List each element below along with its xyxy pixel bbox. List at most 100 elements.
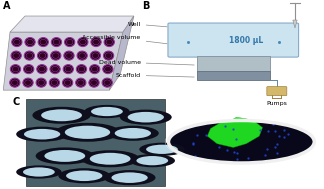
Bar xyxy=(197,71,270,80)
Text: C: C xyxy=(13,97,20,107)
Ellipse shape xyxy=(78,38,88,46)
Ellipse shape xyxy=(91,66,98,72)
Ellipse shape xyxy=(80,39,86,45)
Ellipse shape xyxy=(102,78,112,87)
Ellipse shape xyxy=(63,65,74,74)
Polygon shape xyxy=(207,117,262,147)
Ellipse shape xyxy=(104,38,114,46)
Ellipse shape xyxy=(23,78,33,87)
Circle shape xyxy=(130,154,175,167)
Text: Dead volume: Dead volume xyxy=(99,60,194,65)
Ellipse shape xyxy=(12,38,22,46)
Ellipse shape xyxy=(103,65,113,74)
Ellipse shape xyxy=(39,66,45,72)
Ellipse shape xyxy=(27,39,33,45)
Ellipse shape xyxy=(66,53,72,58)
Circle shape xyxy=(55,123,120,142)
Circle shape xyxy=(23,167,55,177)
Ellipse shape xyxy=(92,53,98,58)
Circle shape xyxy=(111,172,148,183)
Circle shape xyxy=(168,121,314,163)
Ellipse shape xyxy=(24,65,34,74)
Ellipse shape xyxy=(39,53,46,58)
Ellipse shape xyxy=(52,66,58,72)
Ellipse shape xyxy=(12,66,19,72)
Circle shape xyxy=(81,150,139,167)
Text: Pumps: Pumps xyxy=(266,101,287,106)
Circle shape xyxy=(128,112,164,122)
Ellipse shape xyxy=(77,80,84,85)
Circle shape xyxy=(41,109,82,121)
Ellipse shape xyxy=(105,53,112,58)
Circle shape xyxy=(24,129,60,139)
Ellipse shape xyxy=(78,66,85,72)
Circle shape xyxy=(91,107,123,116)
Ellipse shape xyxy=(76,78,86,87)
Circle shape xyxy=(16,127,68,142)
Ellipse shape xyxy=(13,53,19,58)
Circle shape xyxy=(104,170,156,185)
Ellipse shape xyxy=(93,39,99,45)
Ellipse shape xyxy=(37,65,47,74)
Ellipse shape xyxy=(36,78,46,87)
Circle shape xyxy=(120,110,172,125)
Circle shape xyxy=(90,153,131,165)
Ellipse shape xyxy=(105,66,111,72)
Text: Scaffold: Scaffold xyxy=(116,73,194,78)
Ellipse shape xyxy=(91,38,101,46)
Ellipse shape xyxy=(26,53,33,58)
Ellipse shape xyxy=(76,65,87,74)
Ellipse shape xyxy=(89,65,100,74)
Ellipse shape xyxy=(12,80,18,85)
Text: Well: Well xyxy=(128,22,167,27)
Ellipse shape xyxy=(25,80,31,85)
Ellipse shape xyxy=(40,39,47,45)
Ellipse shape xyxy=(64,38,75,46)
Ellipse shape xyxy=(25,38,35,46)
Polygon shape xyxy=(3,32,123,90)
Bar xyxy=(26,99,165,186)
Circle shape xyxy=(139,143,185,156)
Circle shape xyxy=(58,168,110,183)
Ellipse shape xyxy=(103,51,114,60)
Circle shape xyxy=(36,147,94,164)
Ellipse shape xyxy=(49,78,60,87)
Ellipse shape xyxy=(106,39,112,45)
Ellipse shape xyxy=(51,51,61,60)
Ellipse shape xyxy=(91,80,97,85)
Ellipse shape xyxy=(25,66,32,72)
Circle shape xyxy=(32,107,91,124)
Circle shape xyxy=(107,126,159,141)
Circle shape xyxy=(65,126,110,139)
Ellipse shape xyxy=(63,78,73,87)
Ellipse shape xyxy=(65,66,72,72)
Circle shape xyxy=(16,165,62,179)
Text: Accessible volume: Accessible volume xyxy=(83,35,167,44)
Text: 1800 μL: 1800 μL xyxy=(229,36,263,45)
Ellipse shape xyxy=(10,65,21,74)
FancyBboxPatch shape xyxy=(267,87,287,96)
Ellipse shape xyxy=(79,53,86,58)
Ellipse shape xyxy=(64,80,71,85)
Ellipse shape xyxy=(50,65,60,74)
Bar xyxy=(197,56,270,72)
Ellipse shape xyxy=(51,80,58,85)
Circle shape xyxy=(146,145,178,154)
Text: B: B xyxy=(143,1,150,11)
Ellipse shape xyxy=(52,53,59,58)
Circle shape xyxy=(136,156,168,165)
Ellipse shape xyxy=(24,51,34,60)
Ellipse shape xyxy=(10,78,20,87)
Ellipse shape xyxy=(64,51,74,60)
Ellipse shape xyxy=(11,51,21,60)
FancyBboxPatch shape xyxy=(168,23,299,57)
Ellipse shape xyxy=(38,38,48,46)
Ellipse shape xyxy=(90,51,100,60)
Polygon shape xyxy=(10,16,134,32)
Circle shape xyxy=(115,128,151,139)
Circle shape xyxy=(84,105,130,118)
Ellipse shape xyxy=(14,39,20,45)
Ellipse shape xyxy=(104,80,110,85)
Polygon shape xyxy=(110,16,134,90)
Ellipse shape xyxy=(89,78,99,87)
